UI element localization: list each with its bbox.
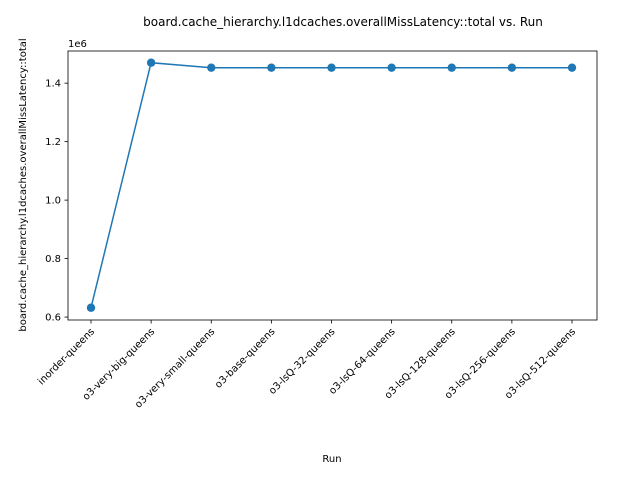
plot-area bbox=[67, 50, 598, 321]
y-tick-label: 1.4 bbox=[45, 79, 61, 90]
x-tick-label: o3-lsQ-64-queens bbox=[327, 326, 398, 397]
data-point bbox=[447, 63, 456, 72]
y-tick-label: 1.2 bbox=[45, 137, 61, 148]
data-point bbox=[387, 63, 396, 72]
data-point bbox=[267, 63, 276, 72]
y-axis: 0.6 0.8 1.0 1.2 1.4 bbox=[45, 79, 68, 324]
x-tick-label: inorder-queens bbox=[36, 326, 97, 387]
x-tick-label: o3-base-queens bbox=[213, 326, 277, 390]
x-axis-label: Run bbox=[322, 454, 341, 465]
data-point bbox=[86, 303, 96, 312]
series-layer bbox=[86, 58, 577, 312]
data-point bbox=[207, 63, 216, 72]
x-axis: inorder-queenso3-very-big-queenso3-very-… bbox=[36, 320, 578, 411]
chart-title: board.cache_hierarchy.l1dcaches.overallM… bbox=[143, 15, 543, 29]
y-tick-label: 0.8 bbox=[45, 254, 61, 265]
y-axis-label: board.cache_hierarchy.l1dcaches.overallM… bbox=[18, 38, 29, 331]
y-offset-label: 1e6 bbox=[68, 39, 87, 50]
y-tick-label: 0.6 bbox=[45, 313, 61, 324]
series-line bbox=[90, 61, 572, 308]
data-point bbox=[507, 63, 517, 72]
data-point bbox=[327, 63, 336, 72]
x-tick-label: o3-lsQ-32-queens bbox=[267, 326, 338, 397]
data-point bbox=[567, 63, 577, 72]
data-point bbox=[146, 58, 156, 67]
y-tick-label: 1.0 bbox=[45, 196, 61, 207]
